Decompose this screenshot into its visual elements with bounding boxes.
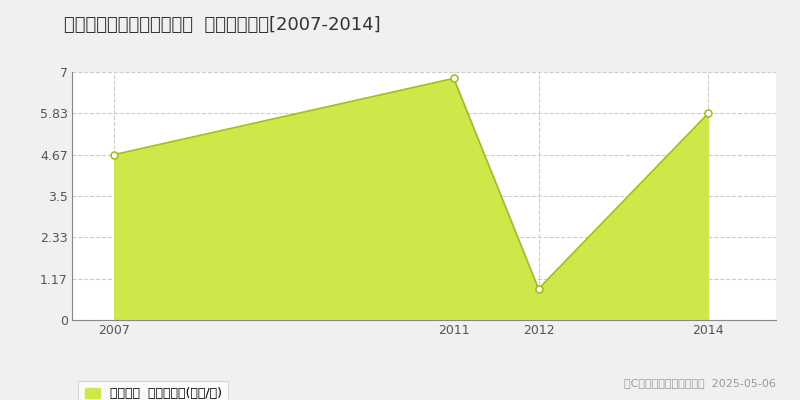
Point [532,286,545,292]
Text: 中新川郡上市町放士ケ瀬新  土地価格推移[2007-2014]: 中新川郡上市町放士ケ瀬新 土地価格推移[2007-2014] [64,16,381,34]
Legend: 土地価格  平均坪単価(万円/坪): 土地価格 平均坪単価(万円/坪) [78,381,228,400]
Point [108,151,121,158]
Text: （C）土地価格ドットコム  2025-05-06: （C）土地価格ドットコム 2025-05-06 [624,378,776,388]
Point [702,110,714,117]
Point [447,75,460,82]
